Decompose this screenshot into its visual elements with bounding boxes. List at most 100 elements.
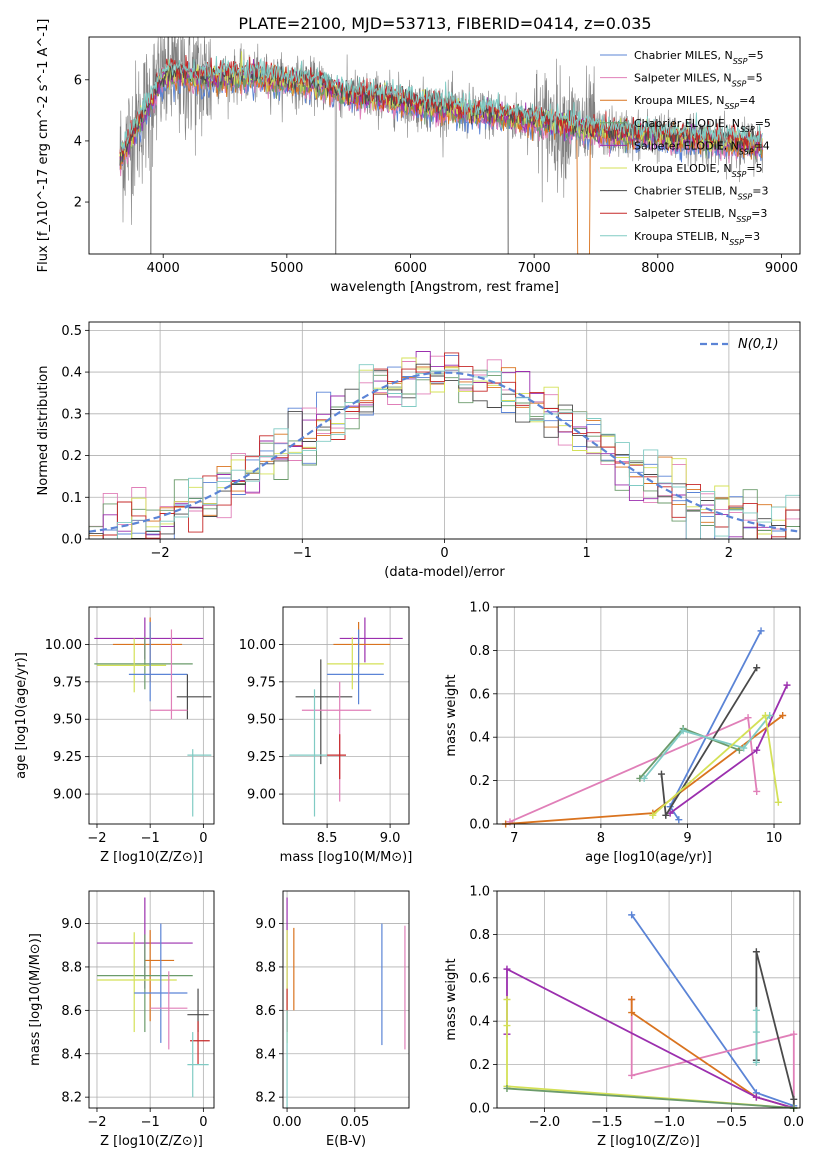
y-tick-label: 8.6 [61, 1004, 82, 1019]
x-axis-label: (data-model)/error [384, 565, 505, 580]
axes-frame [88, 321, 801, 540]
model-spectrum-line [119, 54, 763, 155]
x-tick-label: 0 [199, 831, 207, 846]
x-tick-label: 6000 [394, 261, 427, 276]
weight-line [506, 967, 795, 1109]
axes-frame [496, 606, 801, 825]
y-tick-label: 2 [74, 196, 82, 211]
plus-marker [649, 811, 657, 819]
model-spectrum-line [119, 55, 763, 153]
plot-area [502, 627, 791, 828]
plus-marker [752, 1093, 760, 1101]
plus-marker [779, 712, 787, 719]
legend-entry: Salpeter STELIB, NSSP=3 [634, 207, 767, 224]
legend-entry: N(0,1) [738, 337, 779, 352]
legend-entry: Kroupa ELODIE, NSSP=5 [634, 162, 763, 179]
plot-area [286, 897, 406, 1108]
legend-entry: Chabrier ELODIE, NSSP=5 [634, 117, 771, 134]
plus-marker [628, 1071, 636, 1079]
y-tick-label: 0.0 [469, 818, 490, 833]
y-tick-label: 8.6 [255, 1004, 276, 1019]
x-tick-label: −1.5 [591, 1115, 623, 1130]
plot-area [289, 617, 403, 817]
plus-marker [679, 727, 687, 735]
y-tick-label: 10.00 [45, 638, 82, 653]
histogram-step-line [89, 364, 800, 540]
plus-marker [753, 746, 761, 754]
y-tick-label: 0.1 [61, 491, 82, 506]
y-tick-label: 9.0 [61, 917, 82, 932]
plus-marker [790, 1030, 798, 1038]
y-tick-label: 9.00 [53, 788, 82, 803]
x-tick-label: 0.00 [273, 1115, 302, 1130]
y-tick-label: 0.6 [469, 687, 490, 702]
plus-marker [753, 664, 761, 672]
plus-marker [752, 948, 760, 956]
mass-vs-metallicity-panel: −2 −1 0 8.2 8.4 8.6 8.8 9.0 Z [log10(Z/Z⊙)] mass … [28, 890, 215, 1149]
x-tick-label: −1.0 [653, 1115, 685, 1130]
x-tick-label: 0.0 [783, 1115, 804, 1130]
y-tick-label: 10.00 [239, 638, 276, 653]
x-tick-label: 7000 [518, 261, 551, 276]
x-axis-label: E(B-V) [326, 1134, 366, 1149]
x-tick-label: 2 [725, 546, 733, 561]
x-tick-label: −2 [87, 1115, 106, 1130]
x-axis-label: Z [log10(Z/Z⊙)] [100, 850, 203, 865]
y-tick-label: 1.0 [469, 601, 490, 616]
y-tick-label: 9.25 [247, 750, 276, 765]
y-tick-label: 8.2 [61, 1091, 82, 1106]
y-axis-label: Flux [f_λ10^-17 erg cm^-2 s^-1 A^-1] [36, 19, 51, 273]
y-tick-label: 9.50 [53, 713, 82, 728]
y-tick-label: 4 [74, 134, 82, 149]
y-tick-label: 0.5 [61, 324, 82, 339]
mass-vs-extinction-panel: 0.00 0.05 8.2 8.4 8.6 8.8 9.0 E(B-V) [255, 890, 410, 1149]
y-tick-label: 8.8 [255, 960, 276, 975]
plus-marker [761, 712, 769, 719]
y-tick-label: 0.4 [469, 1015, 490, 1030]
x-tick-label: −2.0 [529, 1115, 561, 1130]
weight-line [505, 714, 784, 825]
x-tick-label: 0 [199, 1115, 207, 1130]
weight-line [755, 951, 795, 1108]
x-tick-label: 8 [597, 831, 605, 846]
axes-frame [282, 606, 410, 825]
age-vs-mass-panel: 8.5 9.0 9.00 9.25 9.50 9.75 10.00 mass [log10(M… [239, 606, 412, 865]
y-tick-label: 0.2 [469, 774, 490, 789]
legend-entry: Kroupa STELIB, NSSP=3 [634, 230, 760, 247]
axes-frame [282, 890, 410, 1109]
age-vs-metallicity-panel: −2 −1 0 9.00 9.25 9.50 9.75 10.00 Z [log10(Z/Z⊙)… [14, 606, 215, 865]
plus-marker [503, 1084, 511, 1092]
plus-marker [657, 770, 665, 778]
plus-marker [628, 911, 636, 919]
plus-marker [752, 1006, 760, 1014]
legend: Chabrier MILES, NSSP=5 Salpeter MILES, NS… [600, 49, 771, 246]
y-axis-label: mass [log10(M/M⊙)] [28, 933, 43, 1066]
weight-line [506, 999, 794, 1109]
y-tick-label: 0.0 [469, 1102, 490, 1117]
y-tick-label: 9.00 [247, 788, 276, 803]
plus-marker [628, 996, 636, 1003]
plus-marker [790, 1095, 798, 1103]
x-axis-label: Z [log10(Z/Z⊙)] [597, 1134, 700, 1149]
plus-marker [744, 714, 752, 722]
y-tick-label: 0.2 [61, 449, 82, 464]
y-axis-label: mass weight [444, 958, 459, 1040]
x-tick-label: 10 [766, 831, 783, 846]
y-tick-label: 8.4 [61, 1047, 82, 1062]
legend-entry: Kroupa MILES, NSSP=4 [634, 94, 755, 111]
x-tick-label: 5000 [270, 261, 303, 276]
y-tick-label: 6 [74, 73, 82, 88]
x-tick-label: 4000 [147, 261, 180, 276]
axes-frame [88, 606, 215, 825]
x-tick-label: −1 [141, 831, 160, 846]
y-tick-label: 1.0 [469, 885, 490, 900]
x-tick-label: 1 [583, 546, 591, 561]
histogram-step-line [89, 357, 800, 540]
y-tick-label: 0.0 [61, 533, 82, 548]
x-tick-label: −0.5 [716, 1115, 748, 1130]
x-tick-label: 0 [440, 546, 448, 561]
x-tick-label: −1 [293, 546, 312, 561]
legend-entry: Chabrier MILES, NSSP=5 [634, 49, 764, 66]
x-tick-label: 7 [510, 831, 518, 846]
